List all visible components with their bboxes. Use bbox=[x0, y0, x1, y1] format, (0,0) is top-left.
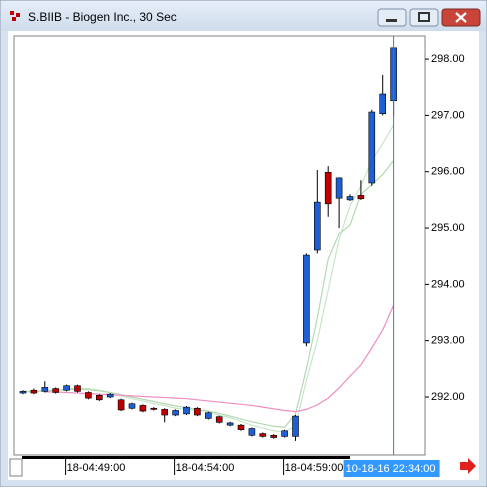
scroll-box[interactable] bbox=[9, 458, 23, 477]
candle-body bbox=[172, 410, 179, 416]
y-tick-label: 297.00 bbox=[431, 109, 465, 121]
candle-body bbox=[335, 177, 343, 199]
app-icon bbox=[10, 11, 20, 21]
close-icon bbox=[455, 12, 467, 23]
window-title: S.BIIB - Biogen Inc., 30 Sec bbox=[28, 10, 177, 24]
moving-average-line bbox=[23, 160, 395, 429]
candle-body bbox=[205, 412, 212, 419]
candle-body bbox=[313, 201, 321, 251]
candle-body bbox=[19, 391, 27, 394]
x-tick-label: 18-04:49:00 bbox=[67, 462, 126, 474]
candle-body bbox=[379, 93, 387, 115]
candle-body bbox=[106, 393, 114, 398]
candle-body bbox=[139, 405, 147, 412]
candle-body bbox=[292, 415, 299, 437]
candle-body bbox=[281, 430, 288, 437]
candle-body bbox=[150, 407, 158, 410]
crosshair-label-bg bbox=[343, 460, 440, 477]
candle-body bbox=[248, 428, 256, 436]
candle-body bbox=[128, 403, 136, 409]
candle-body bbox=[74, 385, 81, 392]
candle-body bbox=[161, 409, 168, 416]
y-tick-label: 293.00 bbox=[431, 335, 465, 347]
y-tick-label: 296.00 bbox=[431, 166, 465, 178]
candle-body bbox=[194, 407, 201, 416]
candle-body bbox=[30, 389, 38, 394]
y-tick-label: 298.00 bbox=[431, 53, 465, 65]
candle-body bbox=[63, 385, 70, 391]
y-tick-label: 294.00 bbox=[431, 278, 465, 290]
minimize-icon bbox=[386, 19, 397, 22]
plot-area bbox=[13, 35, 426, 456]
moving-average-line bbox=[44, 304, 395, 413]
chart-layer: 292.00 293.00 294.00 295.00 296.00 297.00 298.… bbox=[19, 36, 465, 477]
candle-body bbox=[117, 399, 125, 411]
x-tick-label: 18-04:54:00 bbox=[176, 462, 235, 474]
x-tick-label: 18-04:59:00 bbox=[285, 462, 344, 474]
candle-body bbox=[85, 392, 92, 399]
candle-body bbox=[324, 171, 332, 205]
candle-body bbox=[237, 424, 245, 430]
candle-body bbox=[368, 111, 376, 184]
candle-body bbox=[96, 395, 103, 401]
candle-body bbox=[41, 387, 49, 392]
y-tick-label: 295.00 bbox=[431, 222, 465, 234]
candle-body bbox=[52, 388, 60, 393]
candle-body bbox=[357, 195, 365, 200]
candle-body bbox=[259, 433, 267, 437]
scroll-right-arrow[interactable] bbox=[460, 458, 476, 474]
candle-body bbox=[346, 196, 354, 201]
candle-body bbox=[303, 254, 310, 344]
maximize-icon bbox=[418, 12, 430, 22]
candle-body bbox=[226, 422, 234, 426]
minimize-button[interactable] bbox=[377, 8, 407, 27]
candle-body bbox=[215, 416, 223, 423]
candle-body bbox=[270, 434, 278, 438]
scrollbar-thumb[interactable] bbox=[22, 456, 350, 459]
maximize-button[interactable] bbox=[409, 8, 439, 27]
candle-body bbox=[183, 406, 190, 415]
crosshair-label: 10-18-16 22:34:00 bbox=[346, 463, 436, 475]
y-tick-label: 292.00 bbox=[431, 391, 465, 403]
